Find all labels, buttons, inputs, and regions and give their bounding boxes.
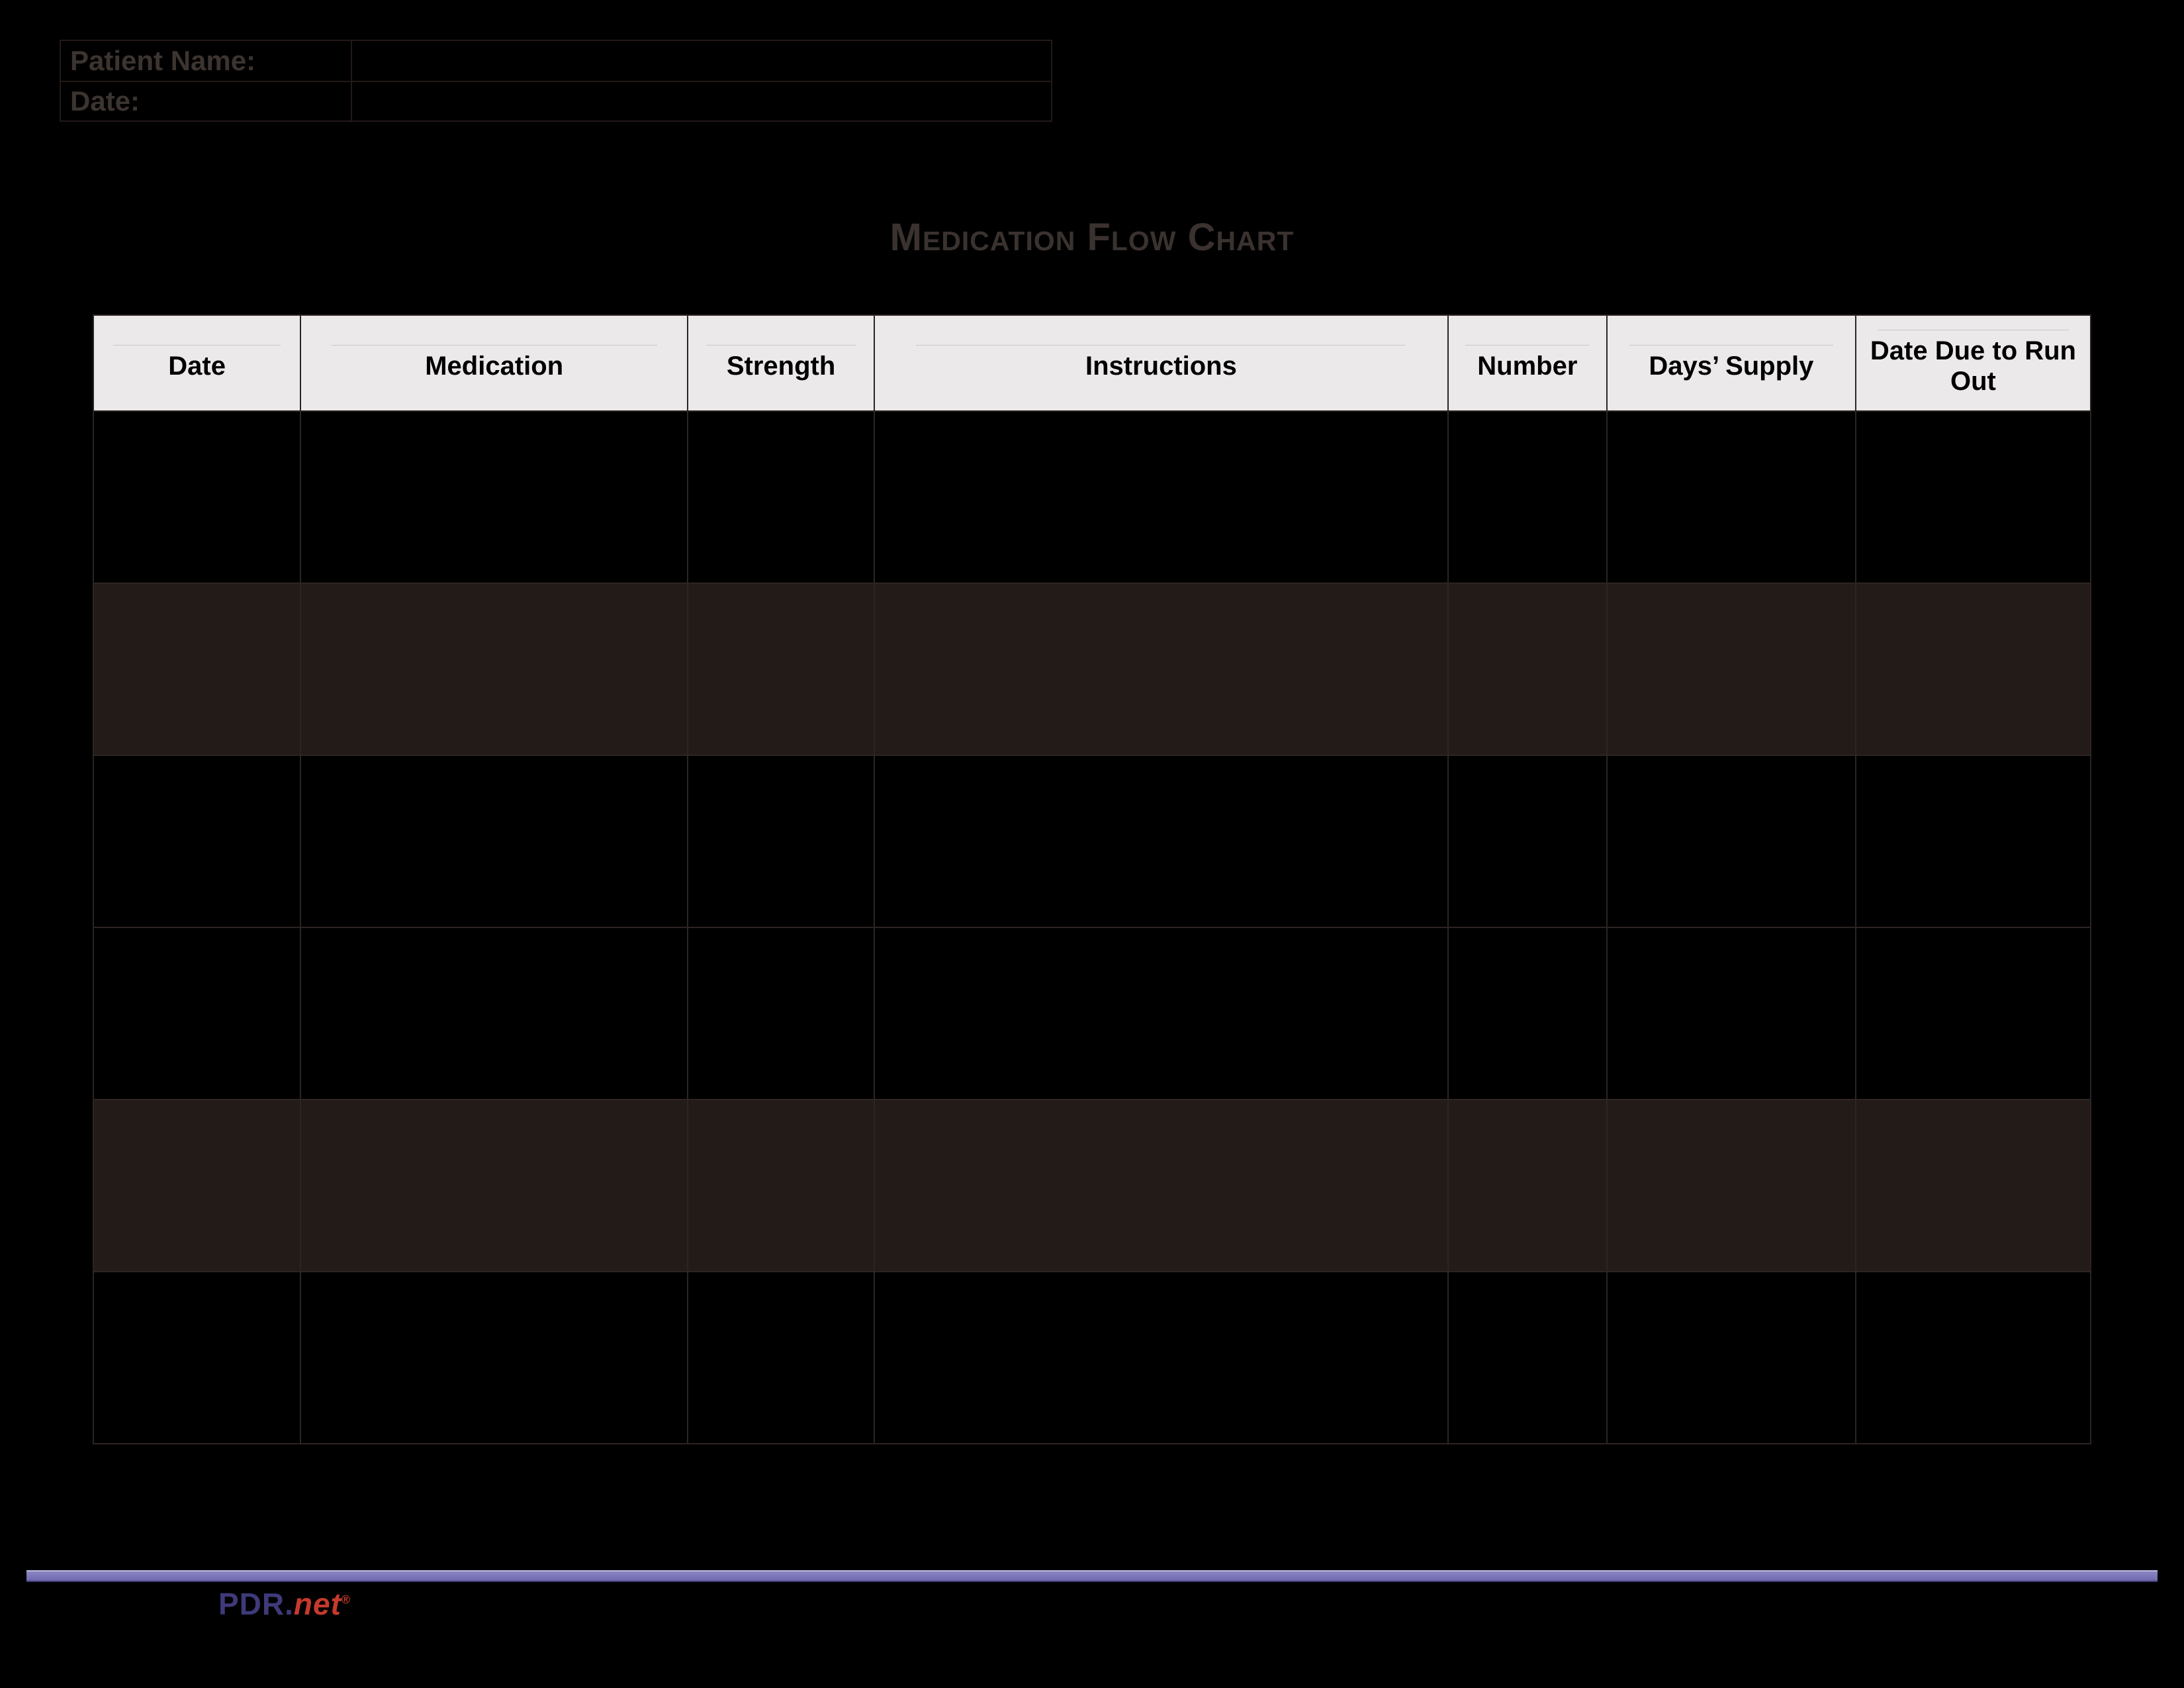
brand-tm: ® — [341, 1593, 351, 1607]
table-cell[interactable] — [1607, 755, 1856, 927]
table-cell[interactable] — [1607, 583, 1856, 755]
col-run-out: Date Due to Run Out — [1856, 315, 2091, 411]
col-run-out-label: Date Due to Run Out — [1870, 336, 2076, 396]
table-cell[interactable] — [1856, 927, 2091, 1100]
table-cell[interactable] — [1448, 411, 1607, 583]
table-cell[interactable] — [300, 411, 688, 583]
table-cell[interactable] — [1448, 927, 1607, 1100]
table-cell[interactable] — [1448, 755, 1607, 927]
table-body — [93, 411, 2091, 1444]
col-number: Number — [1448, 315, 1607, 411]
table-cell[interactable] — [874, 583, 1448, 755]
patient-name-label: Patient Name: — [61, 41, 352, 81]
table-row — [93, 755, 2091, 927]
table-cell[interactable] — [874, 1272, 1448, 1444]
col-medication: Medication — [300, 315, 688, 411]
table-cell[interactable] — [1607, 1272, 1856, 1444]
col-number-label: Number — [1477, 352, 1577, 381]
table-cell[interactable] — [93, 1100, 300, 1272]
patient-date-field[interactable] — [352, 82, 1051, 120]
table-cell[interactable] — [300, 1100, 688, 1272]
table-cell[interactable] — [1607, 411, 1856, 583]
brand-logo: PDR.net® — [218, 1586, 351, 1622]
table-cell[interactable] — [688, 1272, 874, 1444]
table-header: Date Medication Strength Instructions Nu… — [93, 315, 2091, 411]
table-header-row: Date Medication Strength Instructions Nu… — [93, 315, 2091, 411]
brand-pdr: PDR — [218, 1587, 285, 1621]
table-cell[interactable] — [1448, 1272, 1607, 1444]
table-cell[interactable] — [688, 583, 874, 755]
footer-bar — [26, 1570, 2158, 1582]
patient-info-box: Patient Name: Date: — [60, 40, 1052, 122]
col-date-label: Date — [168, 352, 226, 381]
table-cell[interactable] — [93, 755, 300, 927]
footer-row: PDR.net® — [26, 1586, 2158, 1622]
table-row — [93, 927, 2091, 1100]
brand-dot: . — [285, 1587, 294, 1621]
table-row — [93, 1272, 2091, 1444]
table-cell[interactable] — [1856, 583, 2091, 755]
col-instructions-label: Instructions — [1085, 352, 1237, 381]
patient-name-row: Patient Name: — [61, 41, 1051, 81]
table-row — [93, 1100, 2091, 1272]
medication-table: Date Medication Strength Instructions Nu… — [93, 314, 2091, 1444]
table-cell[interactable] — [93, 411, 300, 583]
footer: PDR.net® — [26, 1570, 2158, 1622]
table-cell[interactable] — [874, 411, 1448, 583]
table-cell[interactable] — [688, 411, 874, 583]
col-strength-label: Strength — [727, 352, 835, 381]
patient-name-field[interactable] — [352, 41, 1051, 81]
table-cell[interactable] — [1448, 1100, 1607, 1272]
table-cell[interactable] — [1607, 1100, 1856, 1272]
table-cell[interactable] — [93, 1272, 300, 1444]
brand-net: net — [294, 1587, 341, 1621]
table-row — [93, 411, 2091, 583]
table-cell[interactable] — [688, 927, 874, 1100]
table-cell[interactable] — [874, 1100, 1448, 1272]
table-cell[interactable] — [1856, 755, 2091, 927]
table-cell[interactable] — [874, 927, 1448, 1100]
col-strength: Strength — [688, 315, 874, 411]
col-date: Date — [93, 315, 300, 411]
page-root: Patient Name: Date: Medication Flow Char… — [0, 0, 2184, 1688]
patient-date-label: Date: — [61, 82, 352, 120]
table-cell[interactable] — [688, 755, 874, 927]
table-cell[interactable] — [874, 755, 1448, 927]
patient-date-row: Date: — [61, 81, 1051, 120]
table-cell[interactable] — [1856, 411, 2091, 583]
table-cell[interactable] — [300, 927, 688, 1100]
table-cell[interactable] — [688, 1100, 874, 1272]
table-cell[interactable] — [1856, 1272, 2091, 1444]
table-cell[interactable] — [1856, 1100, 2091, 1272]
col-instructions: Instructions — [874, 315, 1448, 411]
table-cell[interactable] — [300, 1272, 688, 1444]
table-cell[interactable] — [300, 755, 688, 927]
table-cell[interactable] — [300, 583, 688, 755]
table-cell[interactable] — [93, 583, 300, 755]
col-medication-label: Medication — [425, 352, 563, 381]
col-days-supply: Days’ Supply — [1607, 315, 1856, 411]
table-row — [93, 583, 2091, 755]
table-cell[interactable] — [1448, 583, 1607, 755]
col-days-supply-label: Days’ Supply — [1649, 352, 1813, 381]
table-cell[interactable] — [1607, 927, 1856, 1100]
table-cell[interactable] — [93, 927, 300, 1100]
page-title: Medication Flow Chart — [0, 215, 2184, 259]
